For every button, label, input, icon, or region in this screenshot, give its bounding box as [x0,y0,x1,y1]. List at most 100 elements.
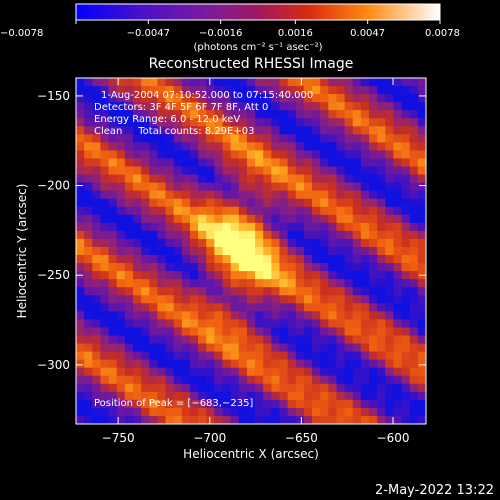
heatmap-cell [230,166,240,176]
heatmap-cell [352,415,362,424]
heatmap-cell [320,230,329,240]
heatmap-cell [100,287,110,296]
heatmap-cell [328,295,338,304]
heatmap-cell [222,246,232,256]
heatmap-cell [255,367,264,377]
heatmap-cell [246,214,256,224]
heatmap-cell [263,110,272,119]
heatmap-cell [360,94,370,103]
heatmap-cell [222,174,232,184]
heatmap-cell [246,263,256,272]
heatmap-cell [409,118,419,127]
heatmap-cell [401,190,411,200]
heatmap-cell [295,295,305,304]
heatmap-cell [393,158,403,168]
heatmap-cell [230,190,240,200]
heatmap-cell [214,158,224,168]
heatmap-cell [149,263,158,272]
heatmap-cell [409,415,419,424]
heatmap-cell [173,222,183,232]
heatmap-cell [417,206,426,216]
heatmap-cell [141,391,150,401]
heatmap-cell [287,182,297,192]
heatmap-cell [108,335,118,345]
heatmap-cell [100,271,110,280]
heatmap-cell [76,367,85,377]
heatmap-cell [149,335,158,345]
heatmap-cell [303,206,313,216]
heatmap-cell [255,295,264,304]
heatmap-cell [92,375,102,385]
heatmap-cell [206,182,215,192]
heatmap-cell [206,343,215,353]
heatmap-cell [124,86,134,95]
heatmap-cell [377,94,386,103]
heatmap-cell [76,150,85,160]
heatmap-cell [377,150,386,160]
heatmap-cell [246,230,256,240]
heatmap-cell [189,102,199,111]
heatmap-cell [238,407,248,417]
heatmap-cell [149,214,158,224]
heatmap-cell [328,134,338,143]
heatmap-cell [100,118,110,127]
heatmap-cell [352,255,362,264]
heatmap-cell [76,359,85,369]
heatmap-cell [100,359,110,369]
heatmap-cell [352,407,362,417]
annotation-detectors: Detectors: 3F 4F 5F 6F 7F 8F, Att 0 [94,102,268,113]
heatmap-cell [157,407,167,417]
heatmap-cell [238,295,248,304]
heatmap-cell [246,383,256,393]
heatmap-cell [230,78,240,87]
heatmap-cell [417,134,426,143]
heatmap-cell [124,142,134,152]
chart-title: Reconstructed RHESSI Image [149,56,354,72]
heatmap-cell [393,415,403,424]
heatmap-cell [132,399,142,409]
heatmap-cell [287,198,297,208]
heatmap-cell [165,214,175,224]
heatmap-cell [369,351,378,361]
heatmap-cell [141,238,150,248]
heatmap-cell [124,190,134,200]
heatmap-cell [100,303,110,312]
heatmap-cell [116,295,126,304]
heatmap-cell [352,391,362,401]
heatmap-cell [303,279,313,288]
heatmap-cell [214,230,224,240]
heatmap-cell [222,206,232,216]
heatmap-cell [189,134,199,143]
heatmap-cell [385,230,395,240]
heatmap-cell [279,78,289,87]
heatmap-cell [141,271,150,280]
heatmap-cell [108,399,118,409]
heatmap-cell [214,415,224,424]
heatmap-cell [165,359,175,369]
heatmap-cell [320,391,329,401]
heatmap-cell [149,383,158,393]
heatmap-cell [238,311,248,320]
heatmap-cell [377,311,386,320]
heatmap-cell [246,150,256,160]
heatmap-cell [409,335,419,345]
heatmap-cell [149,279,158,288]
heatmap-cell [352,182,362,192]
heatmap-cell [279,214,289,224]
heatmap-cell [369,246,378,256]
heatmap-cell [189,86,199,95]
x-axis-ticks: −750 −700 −650 −600 [102,78,410,445]
heatmap-cell [401,134,411,143]
heatmap-cell [92,230,102,240]
heatmap-cell [238,166,248,176]
heatmap-cell [344,230,354,240]
heatmap-cell [303,383,313,393]
heatmap-cell [222,182,232,192]
heatmap-cell [222,255,232,264]
heatmap-cell [312,319,321,329]
heatmap-cell [149,182,158,192]
heatmap-cell [108,246,118,256]
heatmap-cell [181,94,191,103]
heatmap-cell [165,206,175,216]
heatmap-cell [255,198,264,208]
